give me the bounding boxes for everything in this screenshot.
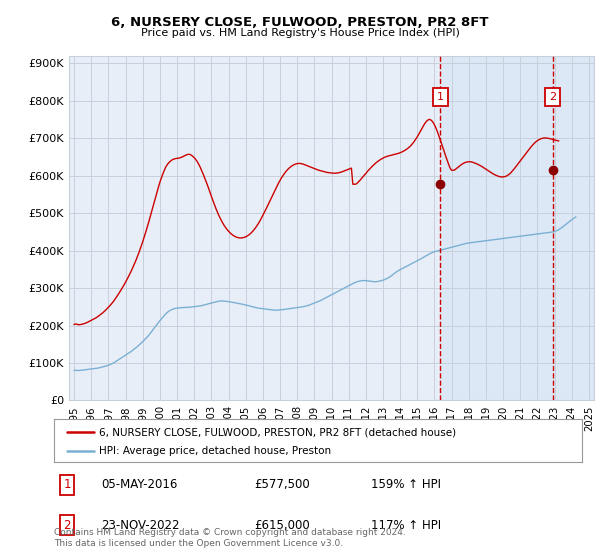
Text: £615,000: £615,000 bbox=[254, 519, 310, 532]
Text: 159% ↑ HPI: 159% ↑ HPI bbox=[371, 478, 441, 492]
Text: £577,500: £577,500 bbox=[254, 478, 310, 492]
Text: HPI: Average price, detached house, Preston: HPI: Average price, detached house, Pres… bbox=[99, 446, 331, 456]
Text: 23-NOV-2022: 23-NOV-2022 bbox=[101, 519, 180, 532]
Bar bbox=[440, 56, 594, 400]
Text: Contains HM Land Registry data © Crown copyright and database right 2024.
This d: Contains HM Land Registry data © Crown c… bbox=[54, 528, 406, 548]
Text: 6, NURSERY CLOSE, FULWOOD, PRESTON, PR2 8FT: 6, NURSERY CLOSE, FULWOOD, PRESTON, PR2 … bbox=[111, 16, 489, 29]
Text: 6, NURSERY CLOSE, FULWOOD, PRESTON, PR2 8FT (detached house): 6, NURSERY CLOSE, FULWOOD, PRESTON, PR2 … bbox=[99, 427, 456, 437]
Text: 117% ↑ HPI: 117% ↑ HPI bbox=[371, 519, 441, 532]
Text: 2: 2 bbox=[64, 519, 71, 532]
Text: Price paid vs. HM Land Registry's House Price Index (HPI): Price paid vs. HM Land Registry's House … bbox=[140, 28, 460, 38]
Text: 1: 1 bbox=[64, 478, 71, 492]
Text: 2: 2 bbox=[549, 92, 556, 102]
Text: 05-MAY-2016: 05-MAY-2016 bbox=[101, 478, 178, 492]
Text: 1: 1 bbox=[437, 92, 444, 102]
